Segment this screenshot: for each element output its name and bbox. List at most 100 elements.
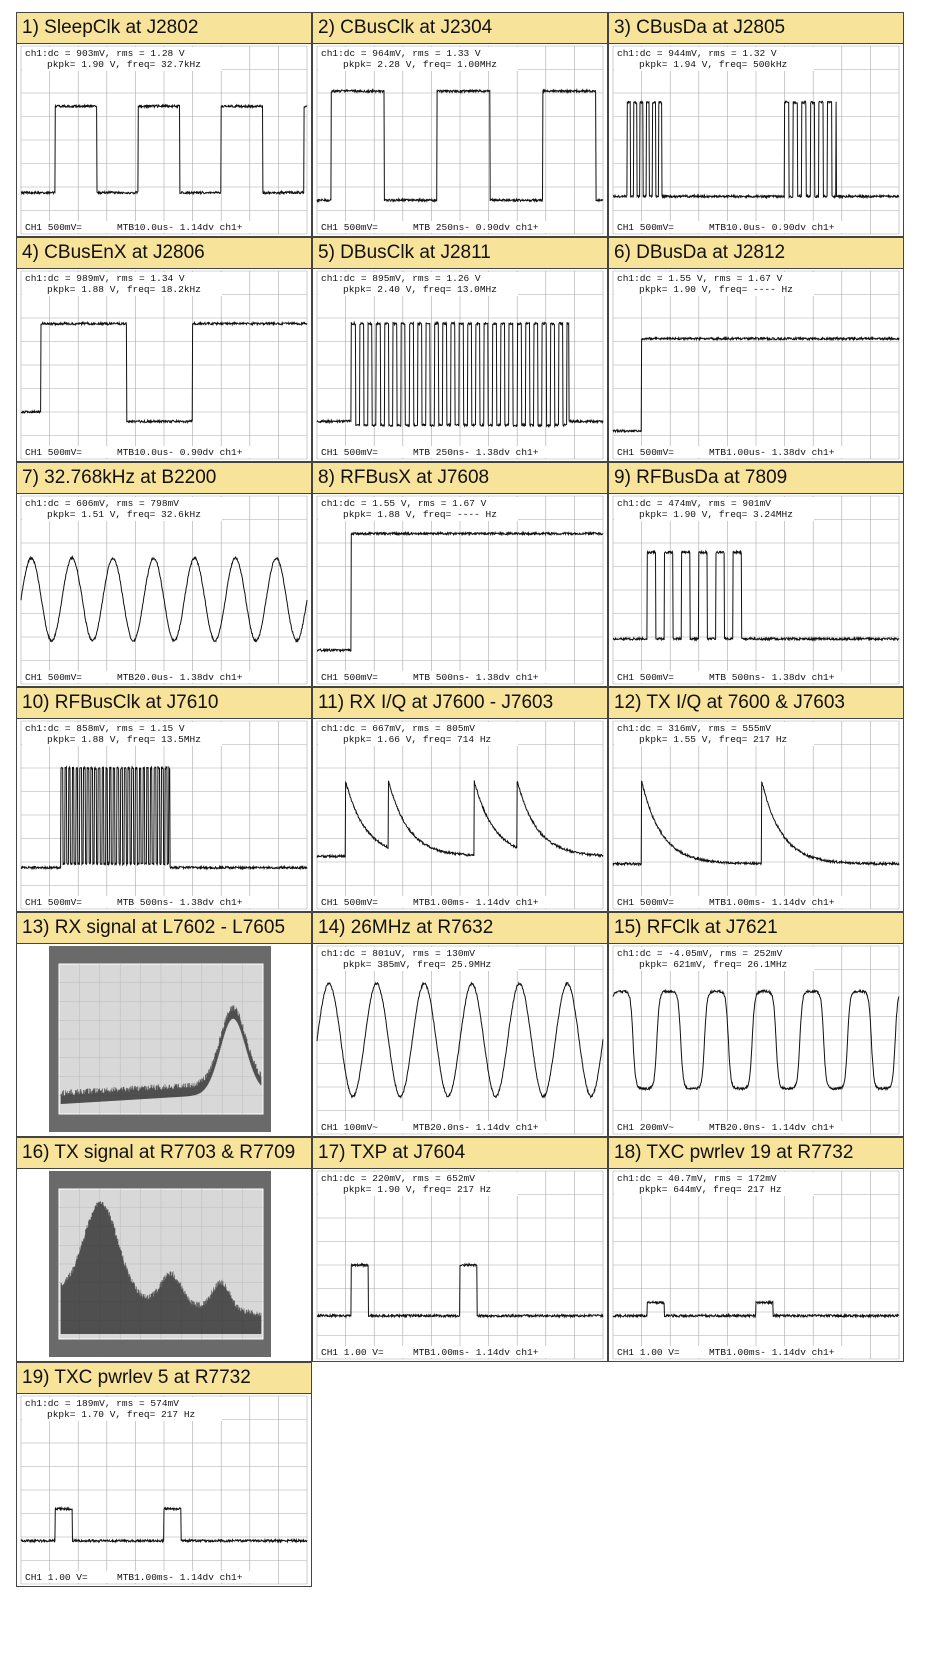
panel-title: 19) TXC pwrlev 5 at R7732 bbox=[17, 1363, 311, 1394]
readout-line: ch1:dc = 944mV, rms = 1.32 V bbox=[617, 48, 777, 59]
footer-timebase: MTB20.0us- 1.38dv ch1+ bbox=[117, 672, 243, 683]
footer-channel: CH1 500mV= bbox=[617, 897, 674, 908]
footer-channel: CH1 100mV~ bbox=[321, 1122, 378, 1133]
panel-title: 8) RFBusX at J7608 bbox=[313, 463, 607, 494]
footer-channel: CH1 500mV= bbox=[321, 672, 378, 683]
scope-screen: ch1:dc = 1.55 V, rms = 1.67 Vpkpk= 1.88 … bbox=[313, 494, 607, 686]
footer-timebase: MTB10.0us- 0.90dv ch1+ bbox=[709, 222, 835, 233]
readout-line: pkpk= 621mV, freq= 26.1MHz bbox=[639, 959, 787, 970]
readout-line: pkpk= 2.28 V, freq= 1.00MHz bbox=[343, 59, 497, 70]
footer-channel: CH1 500mV= bbox=[321, 897, 378, 908]
panel: 16) TX signal at R7703 & R7709 bbox=[16, 1137, 312, 1362]
readout-line: pkpk= 385mV, freq= 25.9MHz bbox=[343, 959, 491, 970]
panel: 17) TXP at J7604 ch1:dc = 220mV, rms = 65… bbox=[312, 1137, 608, 1362]
readout-line: pkpk= 1.88 V, freq= 13.5MHz bbox=[47, 734, 201, 745]
panel: 10) RFBusClk at J7610 ch1:dc = 858mV, rms… bbox=[16, 687, 312, 912]
panel-title: 15) RFClk at J7621 bbox=[609, 913, 903, 944]
readout-line: pkpk= 1.90 V, freq= 32.7kHz bbox=[47, 59, 201, 70]
panel: 14) 26MHz at R7632 ch1:dc = 801uV, rms = … bbox=[312, 912, 608, 1137]
readout-line: ch1:dc = 1.55 V, rms = 1.67 V bbox=[321, 498, 487, 509]
readout-line: pkpk= 1.88 V, freq= ---- Hz bbox=[343, 509, 497, 520]
panel: 6) DBusDa at J2812 ch1:dc = 1.55 V, rms =… bbox=[608, 237, 904, 462]
panel: 15) RFClk at J7621 ch1:dc = -4.05mV, rms … bbox=[608, 912, 904, 1137]
scope-screen: ch1:dc = 903mV, rms = 1.28 Vpkpk= 1.90 V… bbox=[17, 44, 311, 236]
panel-title: 1) SleepClk at J2802 bbox=[17, 13, 311, 44]
footer-timebase: MTB20.0ns- 1.14dv ch1+ bbox=[709, 1122, 835, 1133]
panel-title: 18) TXC pwrlev 19 at R7732 bbox=[609, 1138, 903, 1169]
readout-line: ch1:dc = 474mV, rms = 901mV bbox=[617, 498, 771, 509]
readout-line: ch1:dc = 606mV, rms = 798mV bbox=[25, 498, 179, 509]
panel-title: 4) CBusEnX at J2806 bbox=[17, 238, 311, 269]
scope-screen: ch1:dc = 944mV, rms = 1.32 Vpkpk= 1.94 V… bbox=[609, 44, 903, 236]
footer-channel: CH1 500mV= bbox=[321, 447, 378, 458]
panel-title: 3) CBusDa at J2805 bbox=[609, 13, 903, 44]
footer-timebase: MTB1.00ms- 1.14dv ch1+ bbox=[413, 897, 539, 908]
panel: 18) TXC pwrlev 19 at R7732 ch1:dc = 40.7m… bbox=[608, 1137, 904, 1362]
footer-channel: CH1 1.00 V= bbox=[25, 1572, 88, 1583]
panel-title: 5) DBusClk at J2811 bbox=[313, 238, 607, 269]
footer-timebase: MTB10.0us- 1.14dv ch1+ bbox=[117, 222, 243, 233]
footer-channel: CH1 500mV= bbox=[25, 672, 82, 683]
panel: 2) CBusClk at J2304 ch1:dc = 964mV, rms =… bbox=[312, 12, 608, 237]
panel-title: 11) RX I/Q at J7600 - J7603 bbox=[313, 688, 607, 719]
readout-line: pkpk= 1.90 V, freq= 3.24MHz bbox=[639, 509, 793, 520]
footer-timebase: MTB 500ns- 1.38dv ch1+ bbox=[117, 897, 243, 908]
panel: 5) DBusClk at J2811 ch1:dc = 895mV, rms =… bbox=[312, 237, 608, 462]
footer-channel: CH1 1.00 V= bbox=[617, 1347, 680, 1358]
panel: 9) RFBusDa at 7809 ch1:dc = 474mV, rms = … bbox=[608, 462, 904, 687]
readout-line: ch1:dc = 903mV, rms = 1.28 V bbox=[25, 48, 185, 59]
scope-screen: ch1:dc = 858mV, rms = 1.15 Vpkpk= 1.88 V… bbox=[17, 719, 311, 911]
readout-line: ch1:dc = 801uV, rms = 130mV bbox=[321, 948, 475, 959]
scope-screen: ch1:dc = 801uV, rms = 130mVpkpk= 385mV, … bbox=[313, 944, 607, 1136]
scope-screen: ch1:dc = -4.05mV, rms = 252mVpkpk= 621mV… bbox=[609, 944, 903, 1136]
panel-title: 10) RFBusClk at J7610 bbox=[17, 688, 311, 719]
scope-screen: ch1:dc = 895mV, rms = 1.26 Vpkpk= 2.40 V… bbox=[313, 269, 607, 461]
readout-line: pkpk= 644mV, freq= 217 Hz bbox=[639, 1184, 782, 1195]
readout-line: ch1:dc = 895mV, rms = 1.26 V bbox=[321, 273, 481, 284]
footer-channel: CH1 500mV= bbox=[321, 222, 378, 233]
readout-line: ch1:dc = -4.05mV, rms = 252mV bbox=[617, 948, 783, 959]
waveform bbox=[317, 1264, 603, 1317]
scope-screen: ch1:dc = 667mV, rms = 805mVpkpk= 1.66 V,… bbox=[313, 719, 607, 911]
footer-channel: CH1 500mV= bbox=[25, 447, 82, 458]
scope-screen: ch1:dc = 1.55 V, rms = 1.67 Vpkpk= 1.90 … bbox=[609, 269, 903, 461]
panel: 7) 32.768kHz at B2200 ch1:dc = 606mV, rms… bbox=[16, 462, 312, 687]
footer-timebase: MTB1.00ms- 1.14dv ch1+ bbox=[709, 897, 835, 908]
footer-timebase: MTB1.00ms- 1.14dv ch1+ bbox=[413, 1347, 539, 1358]
readout-line: pkpk= 1.66 V, freq= 714 Hz bbox=[343, 734, 491, 745]
readout-line: ch1:dc = 667mV, rms = 805mV bbox=[321, 723, 475, 734]
readout-line: pkpk= 2.40 V, freq= 13.0MHz bbox=[343, 284, 497, 295]
scope-screen bbox=[17, 944, 311, 1136]
footer-channel: CH1 500mV= bbox=[617, 672, 674, 683]
footer-timebase: MTB1.00ms- 1.14dv ch1+ bbox=[709, 1347, 835, 1358]
footer-timebase: MTB20.0ns- 1.14dv ch1+ bbox=[413, 1122, 539, 1133]
footer-timebase: MTB 250ns- 0.90dv ch1+ bbox=[413, 222, 539, 233]
readout-line: pkpk= 1.88 V, freq= 18.2kHz bbox=[47, 284, 201, 295]
readout-line: ch1:dc = 220mV, rms = 652mV bbox=[321, 1173, 475, 1184]
panel: 11) RX I/Q at J7600 - J7603 ch1:dc = 667m… bbox=[312, 687, 608, 912]
scope-screen: ch1:dc = 606mV, rms = 798mVpkpk= 1.51 V,… bbox=[17, 494, 311, 686]
readout-line: pkpk= 1.90 V, freq= ---- Hz bbox=[639, 284, 793, 295]
footer-channel: CH1 500mV= bbox=[25, 222, 82, 233]
footer-channel: CH1 200mV~ bbox=[617, 1122, 674, 1133]
panel-title: 13) RX signal at L7602 - L7605 bbox=[17, 913, 311, 944]
panel: 13) RX signal at L7602 - L7605 bbox=[16, 912, 312, 1137]
scope-screen: ch1:dc = 474mV, rms = 901mVpkpk= 1.90 V,… bbox=[609, 494, 903, 686]
panel-title: 9) RFBusDa at 7809 bbox=[609, 463, 903, 494]
panel-title: 14) 26MHz at R7632 bbox=[313, 913, 607, 944]
panel: 19) TXC pwrlev 5 at R7732 ch1:dc = 189mV,… bbox=[16, 1362, 312, 1587]
waveform bbox=[613, 1302, 899, 1317]
panel-title: 7) 32.768kHz at B2200 bbox=[17, 463, 311, 494]
panel-title: 16) TX signal at R7703 & R7709 bbox=[17, 1138, 311, 1169]
readout-line: ch1:dc = 989mV, rms = 1.34 V bbox=[25, 273, 185, 284]
readout-line: ch1:dc = 316mV, rms = 555mV bbox=[617, 723, 771, 734]
footer-channel: CH1 1.00 V= bbox=[321, 1347, 384, 1358]
footer-timebase: MTB 500ns- 1.38dv ch1+ bbox=[709, 672, 835, 683]
footer-timebase: MTB 500ns- 1.38dv ch1+ bbox=[413, 672, 539, 683]
readout-line: pkpk= 1.70 V, freq= 217 Hz bbox=[47, 1409, 195, 1420]
panel-title: 6) DBusDa at J2812 bbox=[609, 238, 903, 269]
footer-channel: CH1 500mV= bbox=[25, 897, 82, 908]
readout-line: pkpk= 1.94 V, freq= 500kHz bbox=[639, 59, 787, 70]
scope-screen: ch1:dc = 316mV, rms = 555mVpkpk= 1.55 V,… bbox=[609, 719, 903, 911]
readout-line: pkpk= 1.55 V, freq= 217 Hz bbox=[639, 734, 787, 745]
